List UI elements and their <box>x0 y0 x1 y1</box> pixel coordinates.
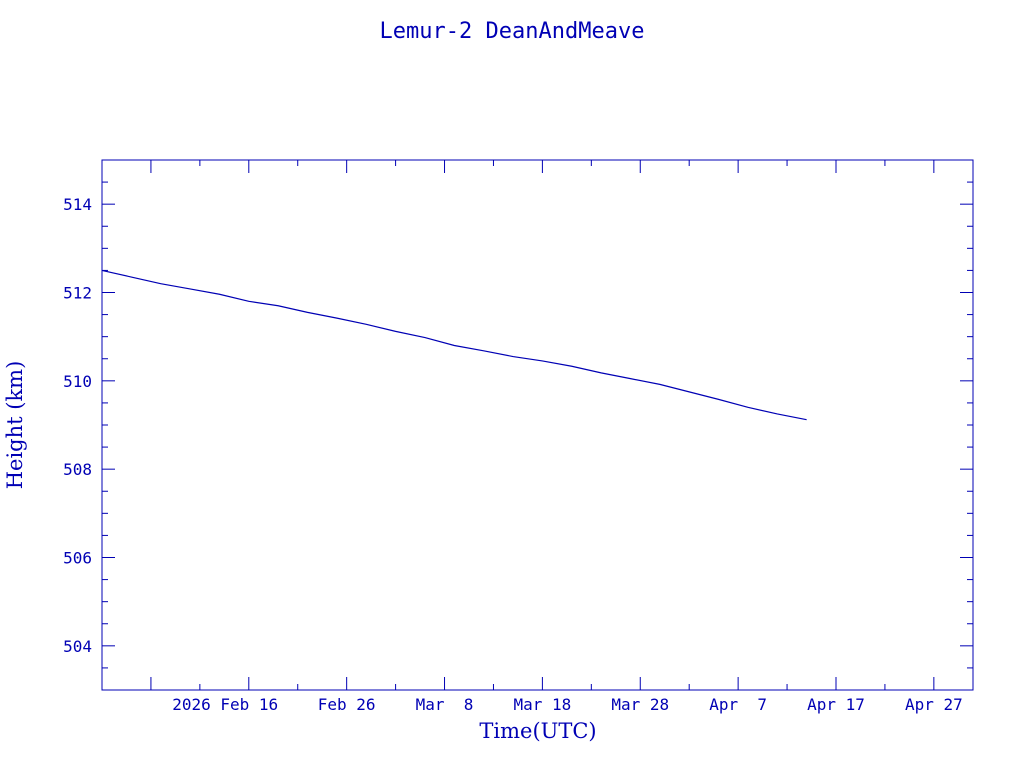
y-tick-label: 510 <box>63 372 92 391</box>
x-tick-label: Apr 17 <box>807 695 865 714</box>
x-axis-label: Time(UTC) <box>479 719 596 743</box>
y-tick-label: 508 <box>63 460 92 479</box>
chart-title: Lemur-2 DeanAndMeave <box>380 19 645 44</box>
y-tick-label: 506 <box>63 549 92 568</box>
y-axis-label: Height (km) <box>3 361 27 490</box>
x-tick-label: Mar 28 <box>611 695 669 714</box>
y-axis-ticks <box>102 159 973 691</box>
x-tick-label: Mar 8 <box>416 695 474 714</box>
y-axis-tick-labels: 504 506 508 510 512 514 <box>63 195 92 656</box>
x-tick-label: Feb 26 <box>318 695 376 714</box>
x-tick-label: 2026 Feb 16 <box>172 695 278 714</box>
x-tick-label: Apr 27 <box>905 695 963 714</box>
y-tick-label: 514 <box>63 195 92 214</box>
x-axis-ticks <box>101 160 935 690</box>
x-axis-tick-labels: 2026 Feb 16 Feb 26 Mar 8 Mar 18 Mar 28 Apr 7 A… <box>172 695 963 714</box>
series-line <box>101 269 807 421</box>
x-tick-label: Apr 7 <box>709 695 767 714</box>
x-tick-label: Mar 18 <box>513 695 571 714</box>
plot-frame <box>101 159 974 691</box>
y-tick-label: 504 <box>63 637 92 656</box>
y-tick-label: 512 <box>63 284 92 303</box>
